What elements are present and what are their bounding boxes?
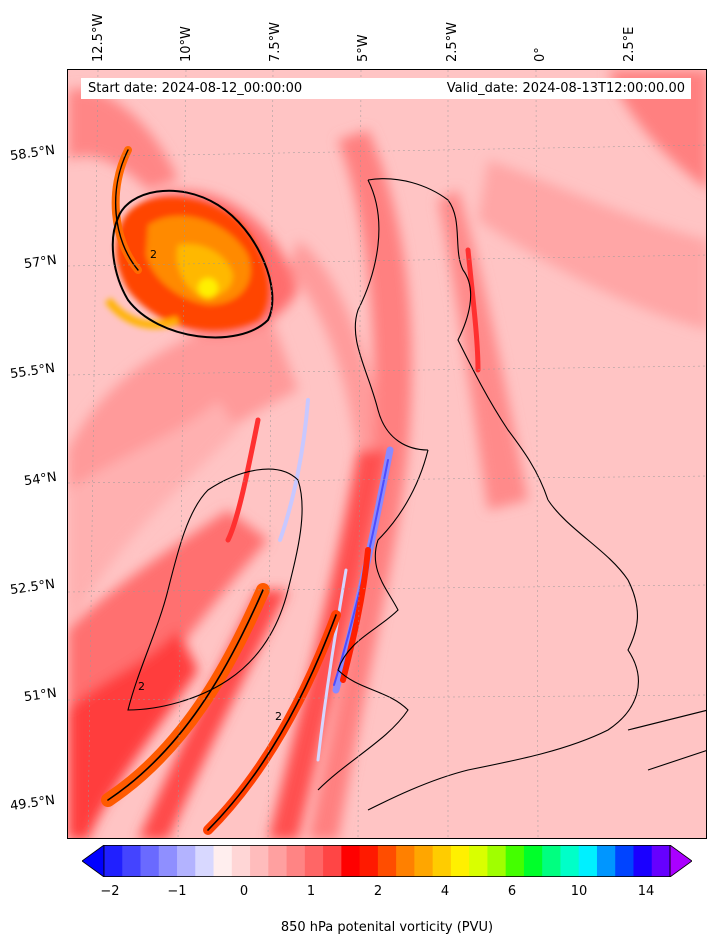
pv-contour-2 <box>111 189 274 339</box>
france-coast <box>627 709 706 771</box>
positive-pv-filaments <box>101 146 481 835</box>
colorbar-swatch <box>469 845 488 877</box>
colorbar-swatch <box>140 845 160 877</box>
colorbar-swatch <box>560 845 580 877</box>
colorbar-extend-max <box>669 845 692 877</box>
lon-label: 5°W <box>356 34 371 62</box>
colorbar-swatch <box>268 845 288 877</box>
england-wales-west-coast <box>317 449 429 791</box>
lat-label: 54°N <box>23 469 58 490</box>
colorbar-swatch <box>487 845 507 877</box>
colorbar-swatch <box>341 845 361 877</box>
colorbar-swatch <box>213 845 233 877</box>
colorbar-tick: −1 <box>167 884 187 899</box>
colorbar-frame <box>103 845 671 877</box>
lat-label: 49.5°N <box>9 792 56 815</box>
contour-label: 2 <box>275 710 282 723</box>
colorbar-swatch <box>542 845 561 877</box>
colorbar-swatch <box>651 845 671 877</box>
colorbar-swatch <box>250 845 269 877</box>
contour-label: 2 <box>138 680 145 693</box>
colorbar-tick: 10 <box>570 884 588 899</box>
lat-label: 52.5°N <box>9 576 56 599</box>
contour-label: 2 <box>150 248 157 261</box>
graticule <box>68 70 706 838</box>
colorbar-tick: −2 <box>100 884 120 899</box>
colorbar-swatch <box>122 845 142 877</box>
colorbar-swatch <box>450 845 470 877</box>
colorbar-swatch <box>505 845 525 877</box>
colorbar-swatch <box>396 845 415 877</box>
start-date-label: Start date: 2024-08-12_00:00:00 <box>88 81 303 96</box>
lon-label: 10°W <box>179 26 194 62</box>
colorbar-swatch <box>615 845 634 877</box>
colorbar-swatch <box>286 845 306 877</box>
colorbar-swatch <box>177 845 196 877</box>
ireland-coast <box>127 468 303 711</box>
lon-label: 2.5°W <box>445 21 460 62</box>
england-east-south-coast <box>367 499 639 811</box>
colorbar-tick: 2 <box>373 884 383 899</box>
colorbar-swatch <box>578 845 598 877</box>
lon-label: 12.5°W <box>91 13 106 62</box>
colorbar-extend-min <box>82 845 105 877</box>
colorbar-swatch <box>596 845 616 877</box>
colorbar-swatch <box>195 845 215 877</box>
scotland-west-coast <box>354 179 429 451</box>
pv-field-map: 2 2 2 <box>68 70 706 838</box>
colorbar-tick: 4 <box>440 884 450 899</box>
colorbar-swatch <box>231 845 251 877</box>
colorbar-title: 850 hPa potenital vorticity (PVU) <box>280 920 494 935</box>
date-header: Start date: 2024-08-12_00:00:00 Valid_da… <box>81 78 691 99</box>
cyclone-core <box>104 197 269 330</box>
colorbar-tick: 14 <box>637 884 655 899</box>
colorbar-swatch <box>158 845 178 877</box>
lon-label: 7.5°W <box>268 21 283 62</box>
colorbar-swatch <box>359 845 379 877</box>
colorbar-swatch <box>414 845 434 877</box>
colorbar-swatch <box>377 845 397 877</box>
lon-label: 0° <box>533 47 548 62</box>
colorbar-swatch <box>432 845 452 877</box>
lat-label: 58.5°N <box>9 142 56 165</box>
colorbar-swatch <box>633 845 653 877</box>
pv-shading <box>68 70 706 838</box>
colorbar-tick: 1 <box>306 884 316 899</box>
map-panel: 2 2 2 <box>67 69 707 839</box>
coastlines <box>127 178 706 811</box>
lon-label: 2.5°E <box>622 26 637 62</box>
lat-label: 51°N <box>23 685 58 706</box>
colorbar-swatch <box>104 845 123 877</box>
lat-label: 55.5°N <box>9 360 56 383</box>
scotland-east-coast <box>367 178 549 501</box>
valid-date-label: Valid_date: 2024-08-13T12:00:00.00 <box>446 81 685 96</box>
colorbar-tick: 6 <box>507 884 517 899</box>
colorbar-swatch <box>323 845 342 877</box>
lat-label: 57°N <box>23 252 58 273</box>
colorbar-swatch <box>523 845 543 877</box>
colorbar-swatch <box>304 845 324 877</box>
colorbar <box>82 845 692 877</box>
colorbar-tick: 0 <box>239 884 249 899</box>
